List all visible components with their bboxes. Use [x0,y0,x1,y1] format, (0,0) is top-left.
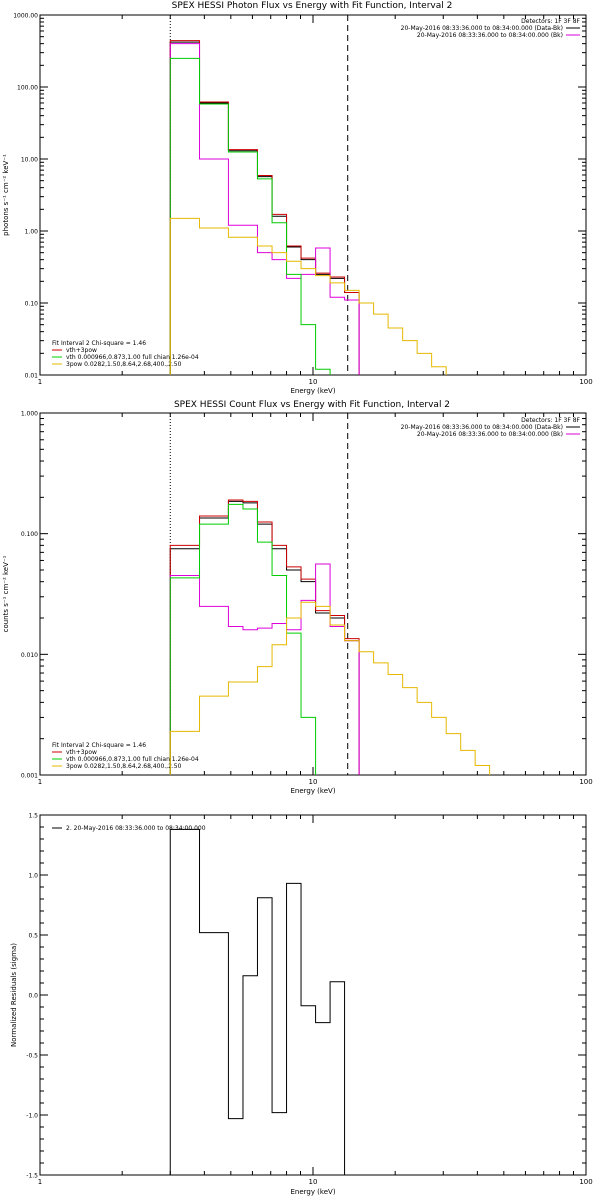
count-panel-title: SPEX HESSI Count Flux vs Energy with Fit… [174,400,450,410]
count-series-1 [169,499,360,775]
photon-legend-data: 20-May-2016 08:33:36.000 to 08:34:00.000… [401,25,563,32]
photon-series-1 [169,40,360,375]
x-tick-label: 100 [579,778,592,786]
count-fit-3pow-label: 3pow 0.0282,1.50,8.64,2.68,400.,2.50 [66,763,182,770]
count-flux-panel: SPEX HESSI Count Flux vs Energy with Fit… [2,400,593,795]
photon-series-3 [169,57,360,375]
residuals-plot-frame [39,814,587,1176]
x-tick-label: 1 [38,1178,42,1186]
residuals-panel: Normalized Residuals (sigma) Energy (keV… [10,813,593,1197]
y-tick-label: 100.00 [17,85,38,92]
photon-legend-bk: 20-May-2016 08:33:36.000 to 08:34:00.000… [417,32,563,39]
photon-legend-detectors: Detectors: 1F 3F 8F [521,18,580,25]
count-series-4 [169,601,491,775]
y-tick-label: 0.0 [28,993,38,1000]
count-fit-total-label: vth+3pow [66,749,97,756]
x-tick-label: 100 [579,1178,592,1186]
x-tick-label: 10 [309,378,318,386]
y-tick-label: 0.01 [25,373,39,380]
count-legend-bk: 20-May-2016 08:33:36.000 to 08:34:00.000… [417,431,563,438]
y-tick-label: 0.100 [21,531,38,538]
photon-panel-title: SPEX HESSI Photon Flux vs Energy with Fi… [172,1,453,11]
photon-series-4 [169,217,462,375]
count-plot-frame [39,412,587,776]
photon-legend: Detectors: 1F 3F 8F 20-May-2016 08:33:36… [401,18,581,39]
photon-fit-total-label: vth+3pow [66,347,97,354]
count-fit-chisq: Fit Interval 2 Chi-square = 1.46 [52,742,146,749]
count-x-axis-label: Energy (keV) [290,787,335,795]
residuals-y-axis-label: Normalized Residuals (sigma) [10,943,18,1047]
x-tick-label: 100 [579,378,592,386]
residuals-series-0 [169,828,346,1175]
y-tick-label: 1.00 [25,229,39,236]
count-series-2 [169,563,360,775]
y-tick-label: 0.10 [25,301,39,308]
photon-series-0 [169,41,360,375]
residuals-legend-label: 2. 20-May-2016 08:33:36.000 to 08:34:00.… [66,825,206,832]
y-tick-label: -1.0 [26,1113,38,1120]
x-tick-label: 10 [309,1178,318,1186]
x-tick-label: 10 [309,778,318,786]
x-tick-label: 1 [38,378,42,386]
photon-fit-legend: Fit Interval 2 Chi-square = 1.46 vth+3po… [52,340,199,368]
x-tick-label: 1 [38,778,42,786]
y-tick-label: 10.00 [21,157,38,164]
y-tick-label: 1.0 [28,873,38,880]
photon-series-2 [169,43,360,375]
count-fit-vth-label: vth 0.000966,0.873,1.00 full chian 1.26e… [66,756,199,763]
y-tick-label: -1.5 [26,1173,38,1180]
y-tick-label: 0.5 [28,933,38,940]
count-y-axis-label: counts s⁻¹ cm⁻² keV⁻¹ [2,555,10,632]
count-series-3 [169,503,360,775]
photon-plot-frame [39,14,587,376]
y-tick-label: 1.5 [28,813,38,820]
y-tick-label: 1.000 [21,411,38,418]
photon-fit-chisq: Fit Interval 2 Chi-square = 1.46 [52,340,146,347]
photon-flux-panel: SPEX HESSI Photon Flux vs Energy with Fi… [2,1,593,395]
count-fit-legend: Fit Interval 2 Chi-square = 1.46 vth+3po… [52,742,199,770]
photon-x-axis-label: Energy (keV) [290,387,335,395]
count-legend-detectors: Detectors: 1F 3F 8F [521,417,580,424]
y-tick-label: 0.001 [21,773,38,780]
y-tick-label: 1000.00 [13,13,38,20]
y-tick-label: -0.5 [26,1053,38,1060]
photon-fit-vth-label: vth 0.000966,0.873,1.00 full chian 1.26e… [66,354,199,361]
photon-fit-3pow-label: 3pow 0.0282,1.50,8.64,2.68,400.,2.50 [66,361,182,368]
photon-y-axis-label: photons s⁻¹ cm⁻² keV⁻¹ [2,154,10,236]
y-tick-label: 0.010 [21,652,38,659]
residuals-x-axis-label: Energy (keV) [290,1188,335,1196]
count-legend: Detectors: 1F 3F 8F 20-May-2016 08:33:36… [401,417,581,438]
count-legend-data: 20-May-2016 08:33:36.000 to 08:34:00.000… [401,424,563,431]
